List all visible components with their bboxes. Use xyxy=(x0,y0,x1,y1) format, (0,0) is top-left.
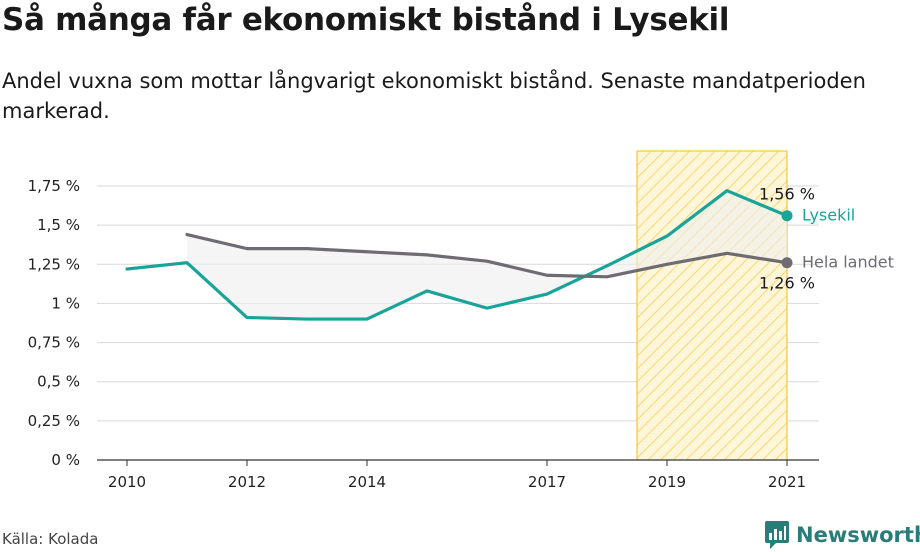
series-labels: 1,56 % Lysekil Hela landet 1,26 % xyxy=(759,185,894,293)
x-tick-label: 2021 xyxy=(768,473,806,491)
lysekil-series-name: Lysekil xyxy=(802,206,855,225)
y-tick-label: 1,25 % xyxy=(28,255,80,273)
series-line-hela-landet xyxy=(185,232,789,279)
newsworthy-logo: Newsworthy xyxy=(764,518,920,552)
x-tick-label: 2017 xyxy=(528,473,566,491)
chart-title: Så många får ekonomiskt bistånd i Lyseki… xyxy=(2,2,730,38)
end-marker-hela-landet xyxy=(781,257,793,269)
source-note: Källa: Kolada xyxy=(2,530,99,548)
y-tick-label: 0,5 % xyxy=(37,373,80,391)
lysekil-end-value: 1,56 % xyxy=(759,185,815,204)
chart-subtitle: Andel vuxna som mottar långvarigt ekonom… xyxy=(2,69,866,123)
y-tick-label: 1,75 % xyxy=(28,177,80,195)
x-tick-label: 2012 xyxy=(228,473,266,491)
series-lines xyxy=(125,189,793,321)
series-line-lysekil xyxy=(125,189,789,321)
y-tick-label: 0 % xyxy=(51,451,80,469)
difference-area xyxy=(187,190,787,320)
y-tick-label: 0,25 % xyxy=(28,412,80,430)
newsworthy-icon xyxy=(765,521,789,549)
brand-name: Newsworthy xyxy=(796,523,920,547)
difference-fill xyxy=(187,190,787,320)
hela-landet-series-name: Hela landet xyxy=(802,253,894,272)
hela-landet-end-value: 1,26 % xyxy=(759,274,815,293)
x-tick-label: 2019 xyxy=(648,473,686,491)
x-tick-label: 2014 xyxy=(348,473,386,491)
y-tick-label: 1 % xyxy=(51,294,80,312)
end-marker-lysekil xyxy=(781,210,793,222)
y-tick-label: 1,5 % xyxy=(37,216,80,234)
x-tick-label: 2010 xyxy=(108,473,146,491)
axes: 0 % 0,25 % 0,5 % 0,75 % 1 % 1,25 % 1,5 % 1,75 %… xyxy=(28,177,819,491)
y-tick-label: 0,75 % xyxy=(28,334,80,352)
